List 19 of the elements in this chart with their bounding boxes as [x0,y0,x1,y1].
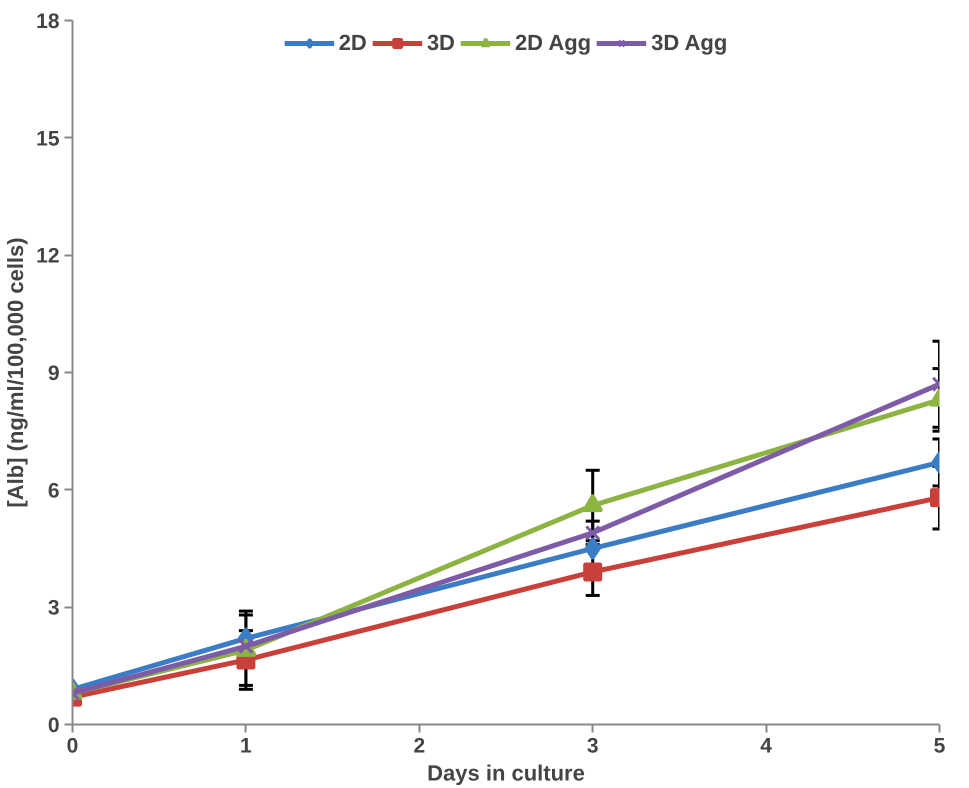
x-tick-label: 1 [240,734,252,758]
y-tick-label: 6 [48,479,60,502]
x-tick-label: 3 [586,734,599,758]
x-tick-label: 5 [934,734,946,758]
legend-label: 2D [338,30,367,56]
y-tick-label: 0 [48,714,60,737]
y-tick-label: 9 [48,362,60,385]
y-tick-label: 3 [48,596,60,620]
x-tick-label: 0 [66,734,78,758]
x-tick-label: 4 [760,734,772,758]
y-axis-title: [Alb] (ng/ml/100,000 cells) [3,237,28,508]
y-tick-label: 15 [36,127,60,150]
legend-label: 3D Agg [651,30,728,56]
x-tick-label: 2 [413,734,426,758]
y-tick-label: 12 [36,244,60,268]
x-axis-title: Days in culture [427,760,585,786]
legend-label: 3D [426,30,455,56]
y-tick-label: 18 [36,10,60,33]
legend-label: 2D Agg [514,30,592,56]
